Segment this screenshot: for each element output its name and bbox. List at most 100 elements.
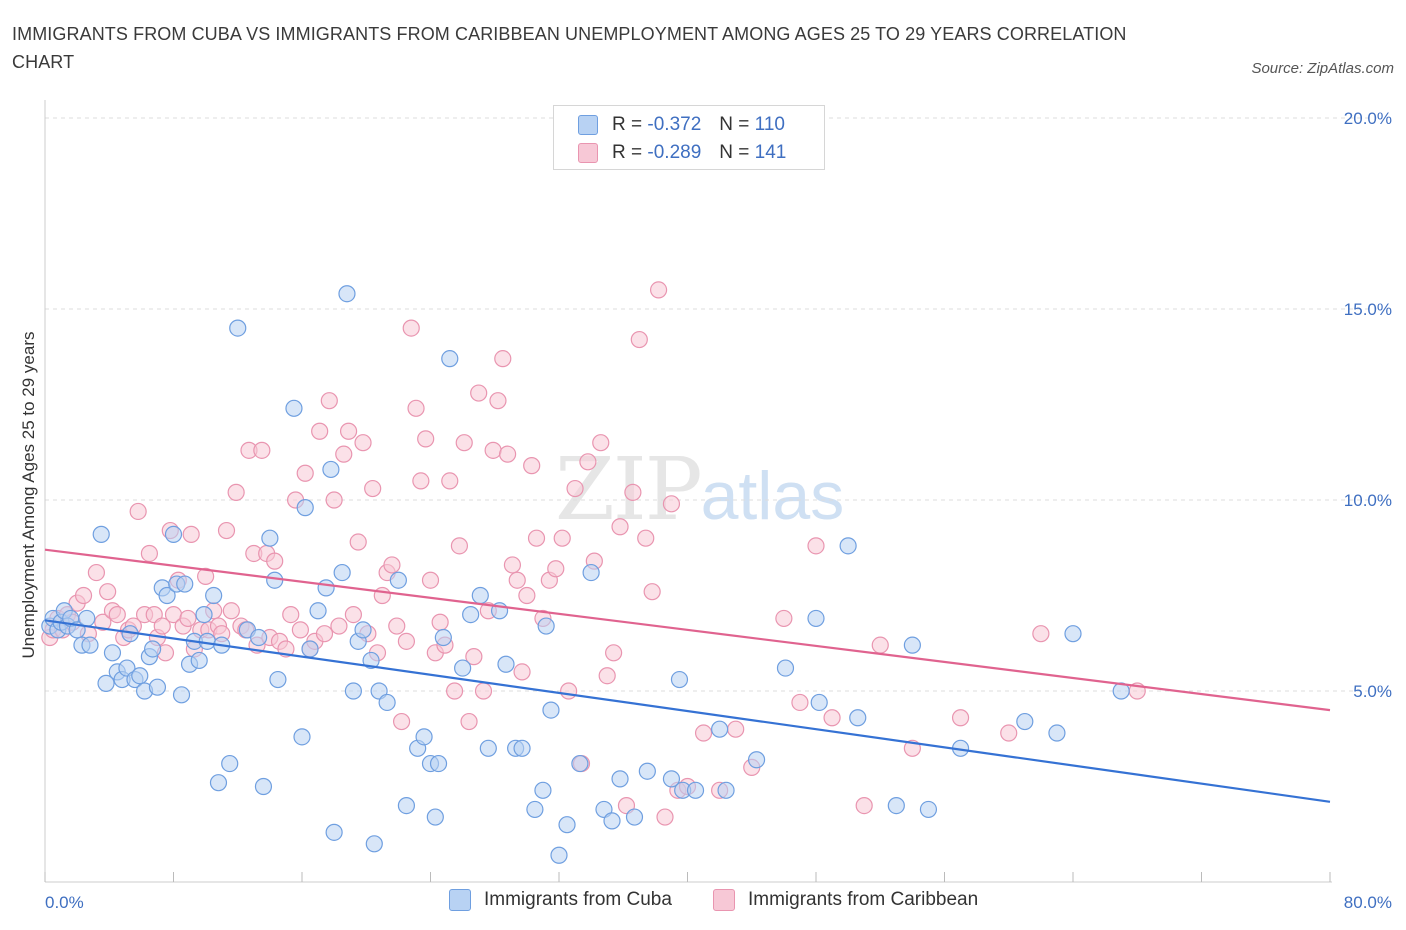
point-caribbean bbox=[335, 445, 353, 463]
point-cuba bbox=[513, 739, 531, 757]
point-caribbean bbox=[182, 525, 200, 543]
point-caribbean bbox=[129, 502, 147, 521]
point-cuba bbox=[261, 529, 279, 547]
point-caribbean bbox=[227, 483, 245, 501]
point-caribbean bbox=[364, 479, 382, 498]
point-caribbean bbox=[656, 808, 674, 826]
point-cuba bbox=[309, 602, 327, 620]
point-caribbean bbox=[513, 663, 531, 681]
point-caribbean bbox=[611, 518, 629, 536]
legend-label-caribbean: Immigrants from Caribbean bbox=[748, 889, 979, 910]
x-tick-label-max: 80.0% bbox=[1344, 893, 1392, 912]
point-caribbean bbox=[499, 445, 517, 463]
legend-swatch-cuba bbox=[578, 115, 598, 135]
point-cuba bbox=[434, 628, 452, 647]
point-caribbean bbox=[503, 556, 522, 574]
point-caribbean bbox=[523, 457, 541, 475]
point-cuba bbox=[582, 563, 600, 582]
point-cuba bbox=[81, 636, 99, 654]
point-cuba bbox=[285, 399, 303, 417]
point-caribbean bbox=[727, 720, 745, 738]
point-cuba bbox=[378, 693, 396, 712]
series-caribbean-points bbox=[41, 281, 1146, 826]
point-cuba bbox=[172, 686, 191, 704]
point-cuba bbox=[209, 774, 228, 792]
point-caribbean bbox=[460, 712, 478, 731]
point-caribbean bbox=[518, 586, 536, 605]
point-caribbean bbox=[315, 625, 334, 643]
point-caribbean bbox=[527, 529, 546, 547]
point-caribbean bbox=[605, 644, 623, 662]
legend-swatch-caribbean bbox=[578, 143, 598, 163]
point-cuba bbox=[415, 728, 433, 746]
point-caribbean bbox=[951, 709, 970, 727]
point-cuba bbox=[662, 770, 681, 788]
point-caribbean bbox=[450, 537, 469, 555]
legend-r-label: R = bbox=[612, 114, 643, 135]
point-caribbean bbox=[339, 422, 358, 440]
point-cuba bbox=[1016, 712, 1034, 731]
legend-swatch-caribbean bbox=[713, 889, 735, 911]
point-cuba bbox=[92, 525, 110, 543]
point-caribbean bbox=[566, 479, 584, 498]
legend-n-value-caribbean: 141 bbox=[754, 142, 787, 163]
point-caribbean bbox=[441, 472, 459, 490]
point-cuba bbox=[362, 651, 380, 670]
point-cuba bbox=[158, 586, 176, 605]
y-tick-label: 15.0% bbox=[1344, 300, 1392, 319]
point-cuba bbox=[849, 709, 867, 727]
legend-item-cuba: Immigrants from Cuba bbox=[449, 889, 672, 911]
point-caribbean bbox=[197, 567, 215, 586]
y-tick-label: 5.0% bbox=[1353, 682, 1392, 701]
point-cuba bbox=[131, 667, 149, 685]
point-cuba bbox=[389, 571, 407, 589]
y-tick-label: 20.0% bbox=[1344, 109, 1392, 128]
point-caribbean bbox=[547, 560, 565, 578]
point-cuba bbox=[1064, 625, 1082, 643]
legend-label-cuba: Immigrants from Cuba bbox=[484, 889, 672, 910]
point-cuba bbox=[625, 808, 644, 826]
legend-row-caribbean: R = -0.289 N = 141 bbox=[578, 141, 786, 165]
point-caribbean bbox=[296, 464, 314, 482]
point-caribbean bbox=[643, 583, 661, 601]
point-caribbean bbox=[445, 682, 464, 700]
axes bbox=[44, 100, 1332, 883]
point-cuba bbox=[887, 796, 905, 815]
y-axis-title: Unemployment Among Ages 25 to 29 years bbox=[19, 332, 38, 659]
point-cuba bbox=[250, 628, 268, 647]
point-cuba bbox=[810, 693, 828, 712]
point-cuba bbox=[497, 655, 515, 673]
point-cuba bbox=[338, 285, 356, 303]
point-caribbean bbox=[694, 724, 713, 742]
point-caribbean bbox=[344, 605, 362, 624]
point-caribbean bbox=[624, 483, 642, 501]
point-cuba bbox=[919, 800, 938, 819]
trend-line-caribbean bbox=[44, 548, 1331, 712]
point-caribbean bbox=[494, 350, 512, 368]
point-cuba bbox=[78, 609, 96, 628]
point-caribbean bbox=[392, 712, 411, 731]
point-caribbean bbox=[140, 544, 159, 563]
point-caribbean bbox=[74, 586, 93, 605]
trend-lines bbox=[44, 548, 1331, 803]
point-cuba bbox=[293, 728, 311, 746]
point-caribbean bbox=[807, 537, 825, 555]
point-caribbean bbox=[282, 605, 300, 624]
point-cuba bbox=[717, 781, 735, 799]
point-caribbean bbox=[87, 563, 106, 582]
point-cuba bbox=[454, 659, 472, 677]
point-cuba bbox=[317, 579, 335, 597]
point-caribbean bbox=[217, 521, 236, 540]
point-cuba bbox=[148, 678, 167, 696]
point-cuba bbox=[269, 670, 287, 689]
point-caribbean bbox=[1032, 625, 1050, 643]
point-cuba bbox=[176, 575, 194, 593]
point-caribbean bbox=[373, 586, 391, 605]
legend-r-value-cuba: -0.372 bbox=[647, 114, 702, 135]
point-caribbean bbox=[791, 693, 809, 712]
point-cuba bbox=[365, 835, 383, 853]
point-cuba bbox=[229, 319, 247, 337]
point-caribbean bbox=[871, 636, 889, 654]
point-caribbean bbox=[266, 552, 284, 570]
